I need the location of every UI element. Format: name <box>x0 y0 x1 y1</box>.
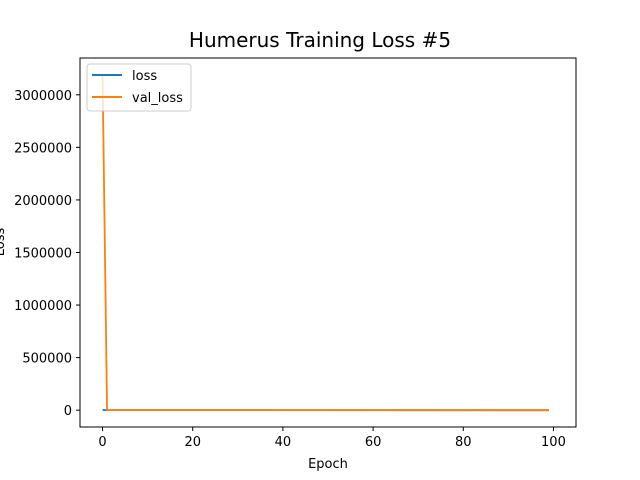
y-tick-label: 3000000 <box>14 89 72 104</box>
y-tick-label: 1000000 <box>14 299 72 314</box>
y-tick-label: 2000000 <box>14 194 72 209</box>
x-tick-label: 80 <box>455 435 472 450</box>
y-tick-label: 500000 <box>22 352 72 367</box>
legend-label-loss: loss <box>132 69 157 84</box>
y-tick-label: 2500000 <box>14 141 72 156</box>
x-axis: 0 20 40 60 80 100 <box>98 427 566 450</box>
x-tick-label: 40 <box>275 435 292 450</box>
x-axis-label: Epoch <box>308 457 348 472</box>
legend-label-val-loss: val_loss <box>132 91 183 106</box>
series-line-val-loss <box>101 74 549 412</box>
x-tick-label: 20 <box>184 435 201 450</box>
plot-frame <box>79 57 577 428</box>
chart-title: Humerus Training Loss #5 <box>189 28 451 52</box>
y-axis-label: Loss <box>0 228 8 257</box>
x-tick-label: 0 <box>98 435 106 450</box>
y-tick-label: 0 <box>64 404 72 419</box>
legend: loss val_loss <box>86 63 192 112</box>
x-tick-label: 60 <box>365 435 382 450</box>
y-tick-label: 1500000 <box>14 246 72 261</box>
x-tick-label: 100 <box>541 435 566 450</box>
y-axis: 0 500000 1000000 1500000 2000000 2500000 30000… <box>14 89 80 419</box>
plot-lines <box>101 74 549 412</box>
